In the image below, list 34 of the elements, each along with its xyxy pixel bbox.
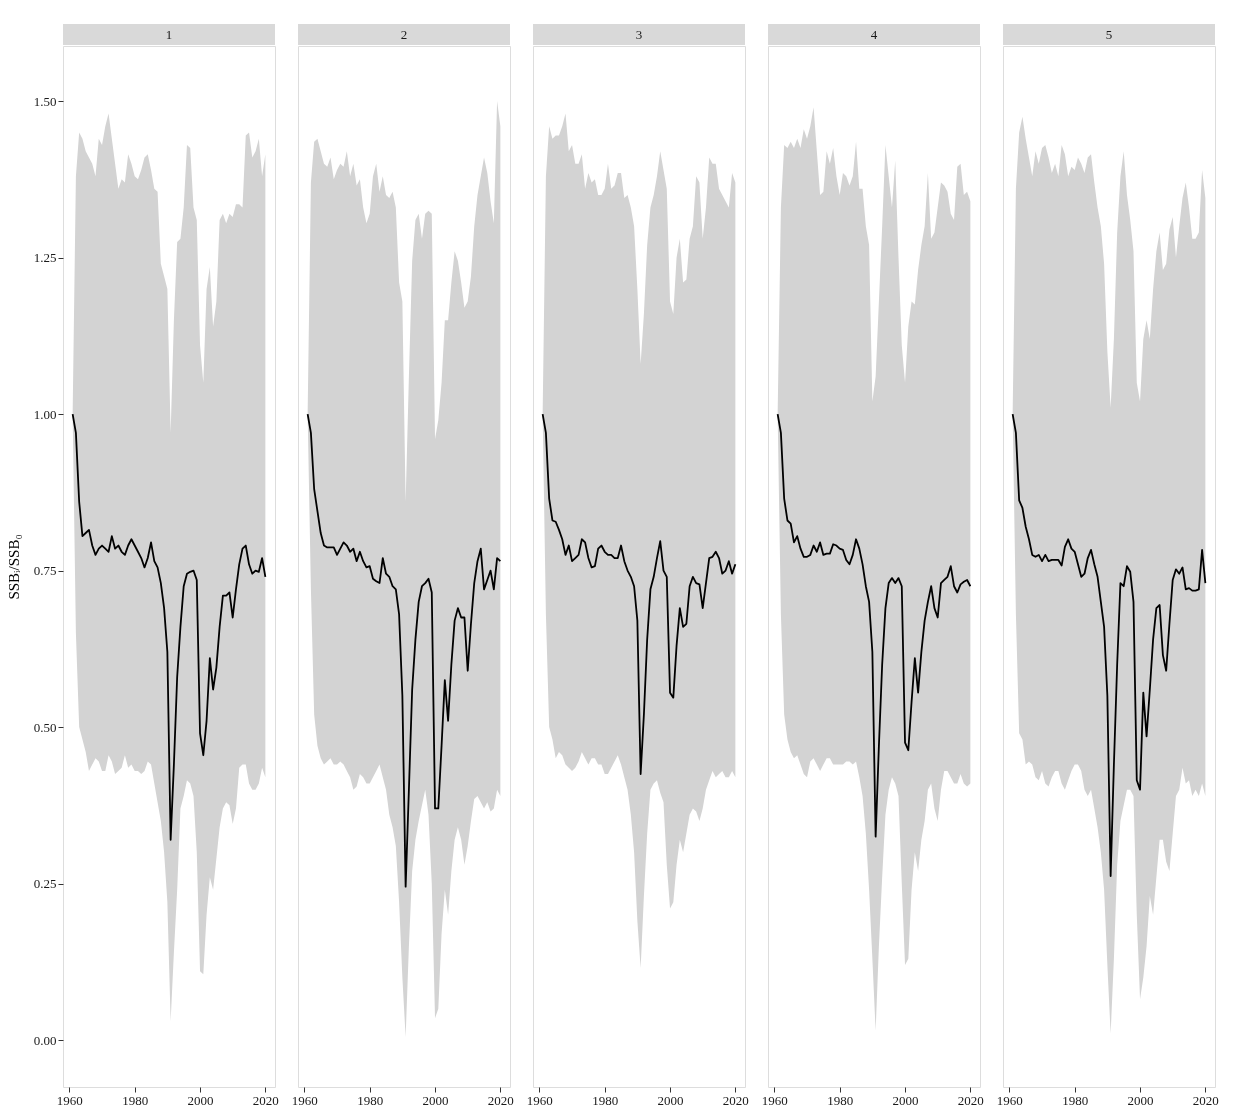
chart-title: 3 [635, 27, 643, 42]
chart-title: 4 [870, 27, 878, 42]
chart-title: 5 [1105, 27, 1113, 42]
x-tick-label: 1960 [996, 1092, 1023, 1107]
y-tick-label: 1.25 [33, 250, 57, 266]
x-tick-label: 1960 [56, 1092, 83, 1107]
y-tick-label: 1.50 [33, 93, 57, 109]
x-tick-label: 1960 [291, 1092, 318, 1107]
x-tick-label: 2000 [1127, 1092, 1154, 1107]
x-tick-label: 2000 [422, 1092, 449, 1107]
x-tick-label: 1980 [122, 1092, 149, 1107]
x-tick-label: 1960 [761, 1092, 788, 1107]
x-tick-label: 2020 [1192, 1092, 1219, 1107]
y-tick-label: 0.50 [33, 719, 57, 735]
x-tick-label: 2000 [892, 1092, 919, 1107]
y-tick-label: 1.00 [33, 406, 57, 422]
x-tick-label: 2000 [657, 1092, 684, 1107]
x-tick-label: 2020 [487, 1092, 514, 1107]
y-tick-label: 0.00 [33, 1032, 57, 1048]
y-axis-title: SSBᵢ/SSB₀ [5, 534, 22, 600]
x-tick-label: 1960 [526, 1092, 553, 1107]
x-tick-label: 2020 [957, 1092, 984, 1107]
line-series [71, 413, 267, 841]
chart-title: 2 [400, 27, 408, 42]
x-tick-label: 1980 [827, 1092, 854, 1107]
y-tick-label: 0.25 [33, 876, 57, 892]
chart-title: 1 [165, 27, 173, 42]
x-tick-label: 2020 [252, 1092, 279, 1107]
x-tick-label: 1980 [592, 1092, 619, 1107]
x-tick-label: 2020 [722, 1092, 749, 1107]
x-tick-label: 1980 [1062, 1092, 1089, 1107]
x-tick-label: 2000 [187, 1092, 214, 1107]
y-tick-label: 0.75 [33, 563, 57, 579]
x-tick-label: 1980 [357, 1092, 384, 1107]
